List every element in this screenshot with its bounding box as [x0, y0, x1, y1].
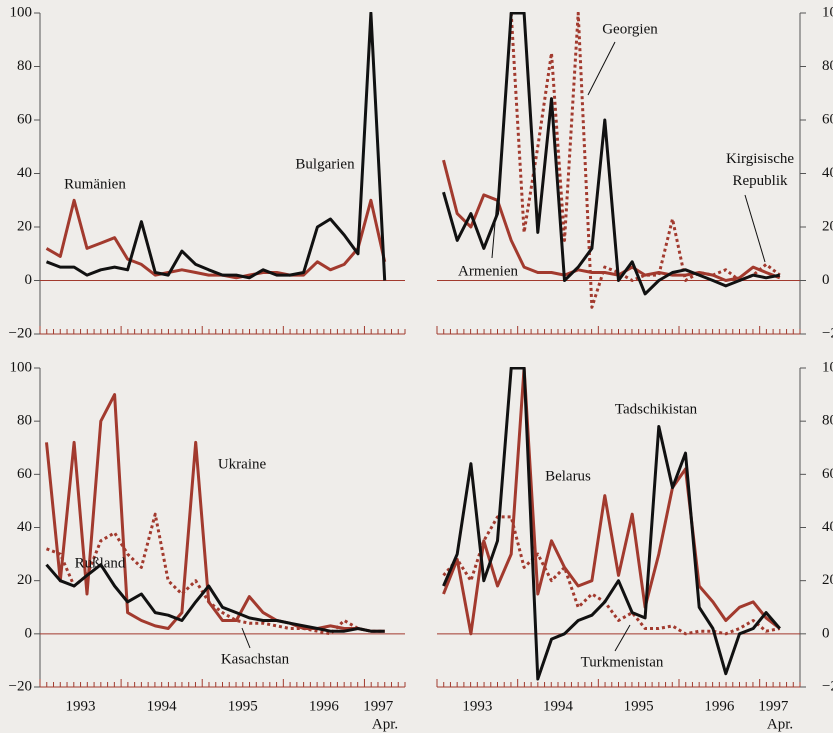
- y-tick-label: 60: [17, 466, 32, 482]
- series-line: [442, 515, 781, 636]
- y-tick-label: 0: [822, 272, 830, 288]
- y-tick-label: 40: [17, 165, 32, 181]
- series-line: [442, 12, 781, 296]
- leader-line: [614, 624, 631, 652]
- series-line: [45, 393, 385, 633]
- leader-line: [241, 627, 251, 649]
- x-tick-label: 1996: [309, 698, 340, 714]
- series-label: Rumänien: [64, 176, 126, 192]
- leader-line: [744, 194, 766, 263]
- series-label: Rußland: [75, 555, 126, 571]
- series-line: [442, 367, 781, 681]
- series-line: [45, 512, 385, 636]
- x-tick-label: 1997: [363, 698, 394, 714]
- x-tick-label: 1994: [543, 698, 574, 714]
- series-label: Tadschikistan: [615, 401, 698, 417]
- y-tick-label: 80: [17, 413, 32, 429]
- y-tick-label: 40: [17, 519, 32, 535]
- series-label: Georgien: [602, 21, 658, 37]
- y-tick-label: 20: [17, 572, 32, 588]
- y-tick-label: −20: [9, 678, 32, 694]
- series-line: [45, 12, 387, 281]
- y-tick-label: 100: [10, 4, 33, 20]
- y-tick-label: −20: [822, 325, 833, 341]
- series-label: Armenien: [458, 263, 518, 279]
- series-line: [442, 159, 781, 282]
- y-tick-label: 0: [822, 625, 830, 641]
- x-tick-label: 1995: [624, 698, 654, 714]
- leader-line: [587, 41, 616, 96]
- series-line: [509, 12, 781, 309]
- y-tick-label: 60: [822, 466, 833, 482]
- x-tick-label: 1996: [704, 698, 735, 714]
- y-tick-label: 20: [822, 572, 833, 588]
- x-annotation: Apr.: [767, 716, 793, 732]
- y-tick-label: 100: [10, 359, 33, 375]
- y-tick-label: 20: [17, 218, 32, 234]
- x-tick-label: 1994: [147, 698, 178, 714]
- y-tick-label: 80: [822, 413, 833, 429]
- series-label: Kirgisische Republik: [726, 151, 794, 189]
- series-label: Belarus: [545, 468, 591, 484]
- y-tick-label: 100: [822, 359, 833, 375]
- y-tick-label: 0: [25, 625, 33, 641]
- series-line: [45, 563, 385, 633]
- leader-line: [491, 199, 498, 259]
- y-tick-label: 60: [822, 111, 833, 127]
- y-tick-label: 80: [822, 58, 833, 74]
- series-label: Ukraine: [218, 456, 267, 472]
- x-tick-label: 1995: [228, 698, 258, 714]
- y-tick-label: 60: [17, 111, 32, 127]
- x-tick-label: 1993: [462, 698, 492, 714]
- series-label: Turkmenistan: [581, 654, 664, 670]
- series-label: Kasachstan: [221, 651, 290, 667]
- x-annotation: Apr.: [372, 716, 398, 732]
- series-line: [45, 198, 387, 280]
- series-label: Bulgarien: [295, 156, 355, 172]
- x-tick-label: 1997: [758, 698, 789, 714]
- y-tick-label: 40: [822, 165, 833, 181]
- y-tick-label: 40: [822, 519, 833, 535]
- series-line: [442, 367, 781, 636]
- y-tick-label: 20: [822, 218, 833, 234]
- y-tick-label: 100: [822, 4, 833, 20]
- y-tick-label: 80: [17, 58, 32, 74]
- y-tick-label: −20: [822, 678, 833, 694]
- y-tick-label: 0: [25, 272, 33, 288]
- x-tick-label: 1993: [66, 698, 96, 714]
- y-tick-label: −20: [9, 325, 32, 341]
